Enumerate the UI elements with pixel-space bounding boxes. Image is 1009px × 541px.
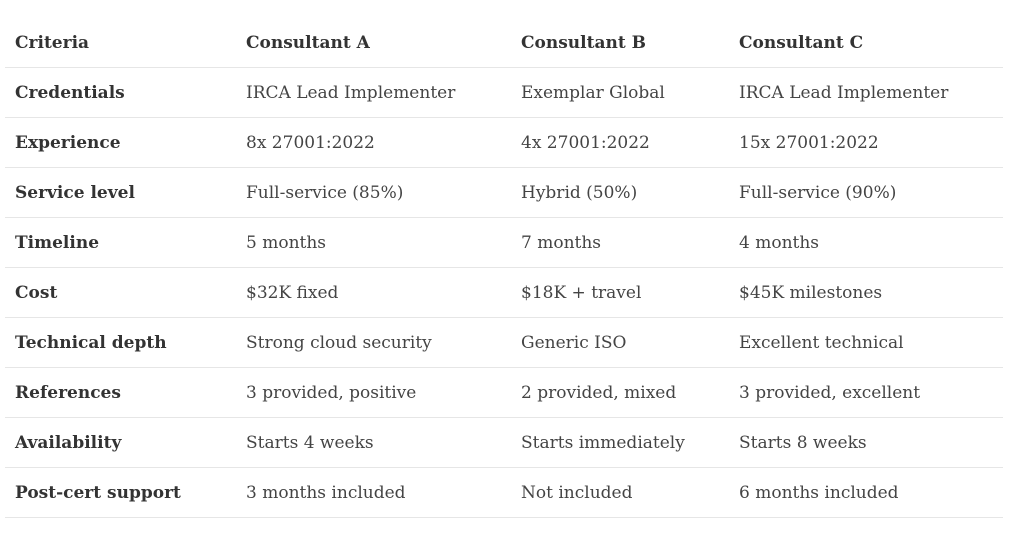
criteria-cell: Cost	[5, 267, 236, 318]
consultant-c-cell: 4 months	[729, 217, 1003, 268]
consultant-a-cell: $32K fixed	[236, 267, 511, 318]
criteria-cell: References	[5, 367, 236, 418]
consultant-c-cell: Excellent technical	[729, 317, 1003, 368]
table-row: Experience 8x 27001:2022 4x 27001:2022 1…	[5, 117, 1003, 168]
criteria-cell: Technical depth	[5, 317, 236, 368]
table-row: Timeline 5 months 7 months 4 months	[5, 217, 1003, 268]
consultant-a-cell: 3 provided, positive	[236, 367, 511, 418]
header-criteria: Criteria	[5, 18, 236, 68]
consultant-b-cell: 2 provided, mixed	[511, 367, 729, 418]
consultant-b-cell: Not included	[511, 467, 729, 518]
consultant-c-cell: Starts 8 weeks	[729, 417, 1003, 468]
consultant-a-cell: 3 months included	[236, 467, 511, 518]
consultant-c-cell: IRCA Lead Implementer	[729, 67, 1003, 118]
consultant-b-cell: $18K + travel	[511, 267, 729, 318]
criteria-cell: Credentials	[5, 67, 236, 118]
consultant-c-cell: Full-service (90%)	[729, 167, 1003, 218]
consultant-c-cell: 3 provided, excellent	[729, 367, 1003, 418]
consultant-a-cell: Starts 4 weeks	[236, 417, 511, 468]
consultant-b-cell: Generic ISO	[511, 317, 729, 368]
table-row: Availability Starts 4 weeks Starts immed…	[5, 417, 1003, 468]
consultant-b-cell: 7 months	[511, 217, 729, 268]
consultant-b-cell: Hybrid (50%)	[511, 167, 729, 218]
header-consultant-c: Consultant C	[729, 18, 1003, 68]
consultant-c-cell: 6 months included	[729, 467, 1003, 518]
table-row: References 3 provided, positive 2 provid…	[5, 367, 1003, 418]
consultant-b-cell: Starts immediately	[511, 417, 729, 468]
table-row: Post-cert support 3 months included Not …	[5, 467, 1003, 518]
header-consultant-a: Consultant A	[236, 18, 511, 68]
table-row: Cost $32K fixed $18K + travel $45K miles…	[5, 267, 1003, 318]
criteria-cell: Service level	[5, 167, 236, 218]
comparison-table-container: Criteria Consultant A Consultant B Consu…	[5, 18, 1003, 518]
consultant-b-cell: Exemplar Global	[511, 67, 729, 118]
table-row: Credentials IRCA Lead Implementer Exempl…	[5, 67, 1003, 118]
consultant-a-cell: 8x 27001:2022	[236, 117, 511, 168]
criteria-cell: Experience	[5, 117, 236, 168]
consultant-a-cell: Strong cloud security	[236, 317, 511, 368]
consultant-c-cell: $45K milestones	[729, 267, 1003, 318]
consultant-b-cell: 4x 27001:2022	[511, 117, 729, 168]
consultant-a-cell: IRCA Lead Implementer	[236, 67, 511, 118]
criteria-cell: Post-cert support	[5, 467, 236, 518]
consultant-comparison-table: Criteria Consultant A Consultant B Consu…	[5, 18, 1003, 518]
header-consultant-b: Consultant B	[511, 18, 729, 68]
criteria-cell: Availability	[5, 417, 236, 468]
consultant-c-cell: 15x 27001:2022	[729, 117, 1003, 168]
header-row: Criteria Consultant A Consultant B Consu…	[5, 18, 1003, 68]
table-row: Technical depth Strong cloud security Ge…	[5, 317, 1003, 368]
criteria-cell: Timeline	[5, 217, 236, 268]
consultant-a-cell: 5 months	[236, 217, 511, 268]
consultant-a-cell: Full-service (85%)	[236, 167, 511, 218]
table-row: Service level Full-service (85%) Hybrid …	[5, 167, 1003, 218]
